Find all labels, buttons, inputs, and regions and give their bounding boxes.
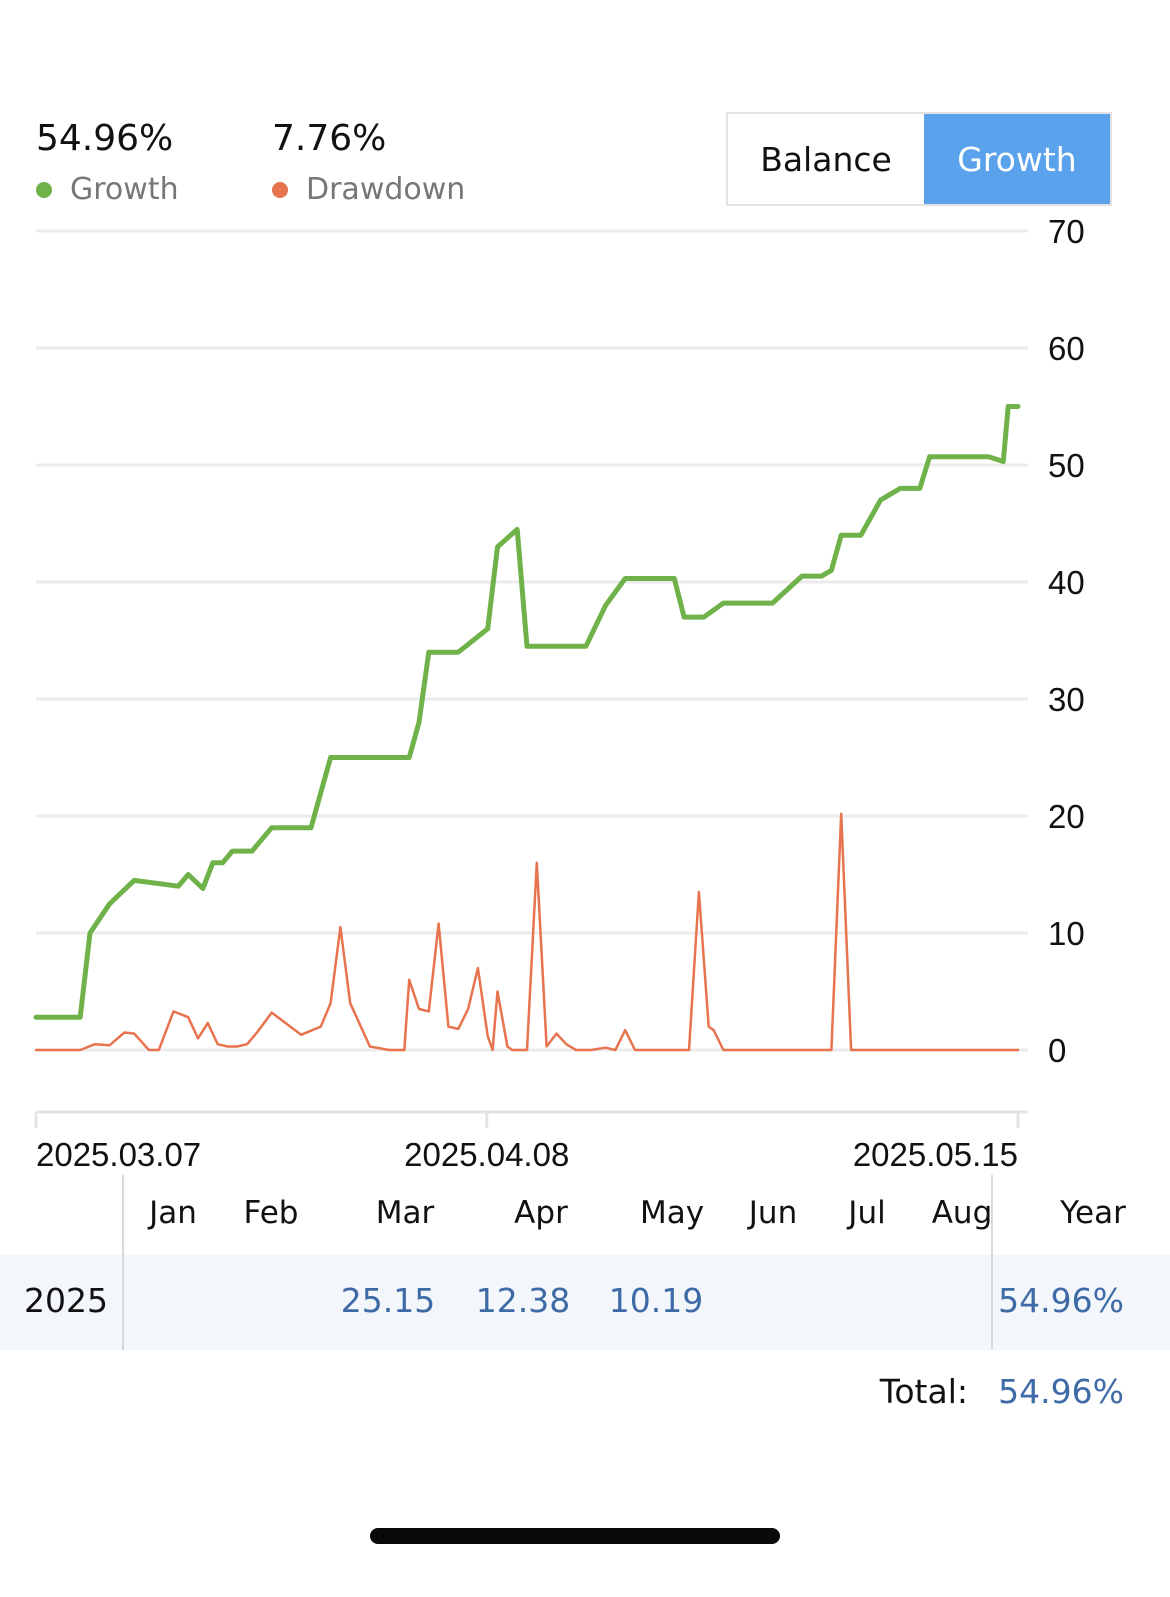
y-tick-label-30: 30 bbox=[1048, 681, 1085, 718]
drawdown-dot-icon bbox=[272, 182, 288, 198]
month-header-aug: Aug bbox=[931, 1195, 993, 1231]
growth-stat: 54.96% Growth bbox=[36, 118, 256, 218]
month-header-mar: Mar bbox=[375, 1195, 435, 1231]
total-value: 54.96% bbox=[998, 1372, 1124, 1411]
month-header-feb: Feb bbox=[243, 1195, 299, 1231]
table-divider-right bbox=[991, 1175, 993, 1350]
y-tick-label-50: 50 bbox=[1048, 447, 1085, 484]
cell-year-total: 54.96% bbox=[998, 1281, 1124, 1320]
cell-may: 10.19 bbox=[608, 1281, 704, 1320]
cell-apr: 12.38 bbox=[475, 1281, 571, 1320]
drawdown-series-line bbox=[34, 812, 1020, 1052]
drawdown-value: 7.76% bbox=[272, 118, 387, 159]
month-header-may: May bbox=[639, 1195, 705, 1231]
chart-mode-toggle: Balance Growth bbox=[726, 112, 1112, 206]
month-header-apr: Apr bbox=[514, 1195, 568, 1231]
total-label: Total: bbox=[879, 1372, 968, 1411]
table-row: 2025 25.15 12.38 10.19 54.96% bbox=[0, 1255, 1170, 1350]
year-header: Year bbox=[1060, 1195, 1126, 1231]
balance-button[interactable]: Balance bbox=[728, 114, 924, 204]
x-tick-label-2: 2025.05.15 bbox=[853, 1136, 1018, 1173]
y-tick-label-10: 10 bbox=[1048, 915, 1085, 952]
y-tick-label-40: 40 bbox=[1048, 564, 1085, 601]
y-tick-label-0: 0 bbox=[1048, 1032, 1066, 1069]
home-indicator[interactable] bbox=[370, 1528, 780, 1544]
x-tick-label-1: 2025.04.08 bbox=[404, 1136, 569, 1173]
drawdown-stat: 7.76% Drawdown bbox=[272, 118, 512, 218]
total-row: Total: 54.96% bbox=[0, 1372, 1170, 1422]
growth-dot-icon bbox=[36, 182, 52, 198]
month-header-jun: Jun bbox=[748, 1195, 798, 1231]
growth-button[interactable]: Growth bbox=[924, 114, 1110, 204]
growth-value: 54.96% bbox=[36, 118, 174, 159]
y-tick-label-70: 70 bbox=[1048, 213, 1085, 250]
growth-series-line bbox=[33, 404, 1021, 1020]
cell-mar: 25.15 bbox=[340, 1281, 436, 1320]
growth-chart: 70 60 50 40 30 20 10 0 2025.03.07 2025.04.08 2025.… bbox=[33, 213, 1085, 1173]
month-header-jan: Jan bbox=[149, 1195, 197, 1231]
row-year-label: 2025 bbox=[24, 1281, 108, 1320]
growth-label: Growth bbox=[70, 172, 179, 207]
table-divider-left bbox=[122, 1175, 124, 1350]
y-tick-label-60: 60 bbox=[1048, 330, 1085, 367]
x-tick-label-0: 2025.03.07 bbox=[36, 1136, 201, 1173]
y-tick-label-20: 20 bbox=[1048, 798, 1085, 835]
drawdown-label: Drawdown bbox=[306, 172, 466, 207]
month-header-jul: Jul bbox=[848, 1195, 886, 1231]
